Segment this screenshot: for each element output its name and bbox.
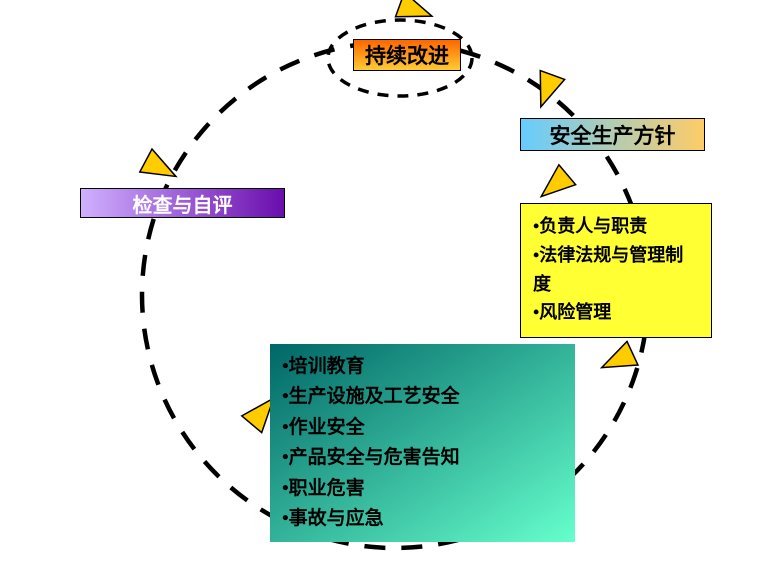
list-item: •生产设施及工艺安全 (282, 382, 563, 412)
label-review: 检查与自评 (133, 189, 233, 218)
list-item: •法律法规与管理制度 (533, 241, 699, 299)
box-safety-policy: 安全生产方针 (520, 118, 705, 151)
label-safety-policy: 安全生产方针 (550, 120, 676, 150)
box-review: 检查与自评 (80, 188, 285, 218)
list-item: •培训教育 (282, 352, 563, 382)
list-item: •产品安全与危害告知 (282, 443, 563, 473)
list-item: •职业危害 (282, 474, 563, 504)
list-item: •风险管理 (533, 298, 699, 327)
panel-responsibilities: •负责人与职责•法律法规与管理制度•风险管理 (520, 203, 712, 338)
box-continuous-improvement: 持续改进 (353, 39, 461, 71)
panel-operations: •培训教育•生产设施及工艺安全•作业安全•产品安全与危害告知•职业危害•事故与应… (270, 344, 575, 542)
list-item: •事故与应急 (282, 504, 563, 534)
list-item: •作业安全 (282, 413, 563, 443)
label-continuous-improvement: 持续改进 (365, 40, 449, 70)
list-item: •负责人与职责 (533, 212, 699, 241)
